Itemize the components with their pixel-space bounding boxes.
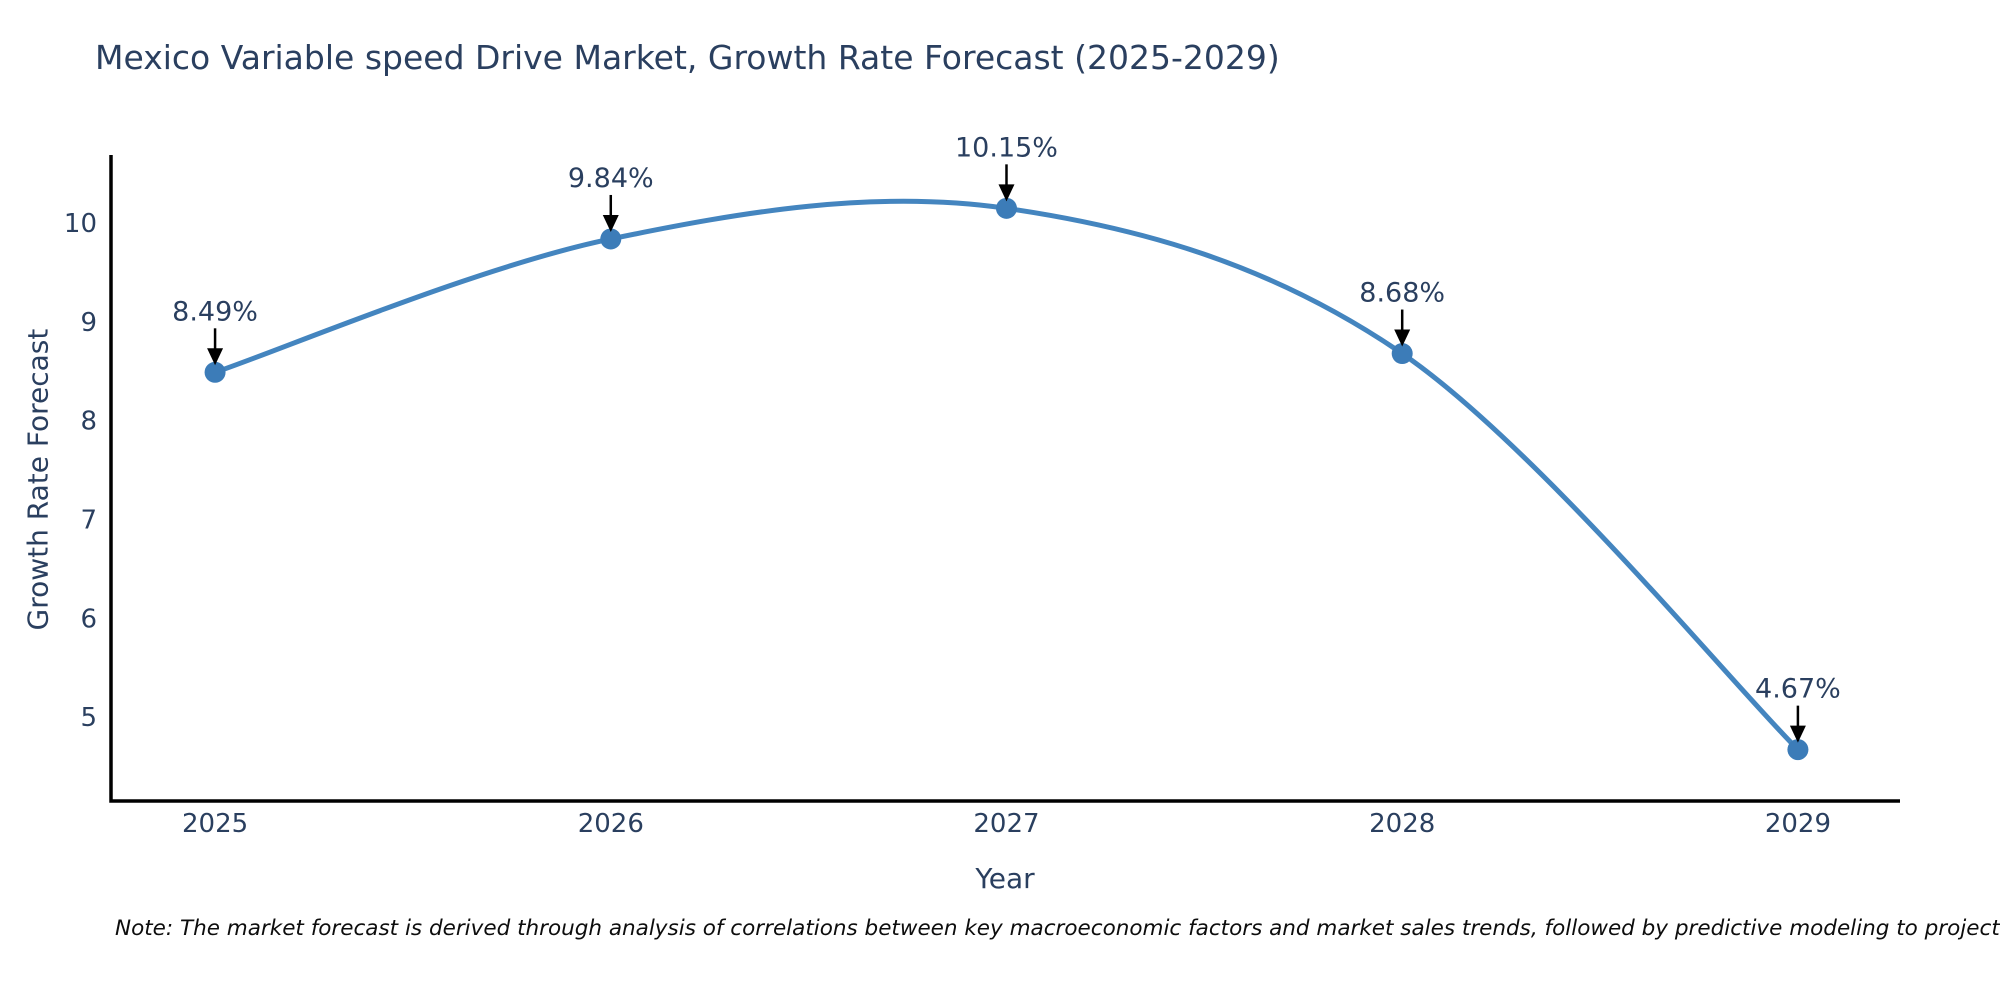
y-tick-label: 10 xyxy=(64,209,97,239)
data-point-label: 4.67% xyxy=(1755,674,1841,705)
y-tick-label: 5 xyxy=(80,703,97,733)
data-point-marker xyxy=(600,228,622,250)
data-point-label: 10.15% xyxy=(955,132,1058,163)
x-tick-label: 2029 xyxy=(1765,809,1831,839)
x-tick-label: 2028 xyxy=(1369,809,1435,839)
annotation-arrowhead xyxy=(207,348,224,366)
y-tick-label: 6 xyxy=(80,604,97,634)
data-point-label: 8.68% xyxy=(1359,278,1445,309)
data-point-marker xyxy=(1391,343,1413,365)
y-tick-label: 8 xyxy=(80,407,97,437)
y-axis-title: Growth Rate Forecast xyxy=(21,328,55,631)
x-tick-label: 2025 xyxy=(182,809,248,839)
x-tick-label: 2027 xyxy=(973,809,1039,839)
data-point-marker xyxy=(995,197,1017,219)
data-point-label: 8.49% xyxy=(172,296,258,327)
annotation-arrowhead xyxy=(998,184,1015,202)
data-point-marker xyxy=(204,361,226,383)
y-tick-label: 9 xyxy=(80,308,97,338)
y-tick-label: 7 xyxy=(80,505,97,535)
data-point-label: 9.84% xyxy=(568,163,654,194)
axis-spines xyxy=(109,155,1900,803)
x-axis-title: Year xyxy=(975,862,1035,895)
chart-title: Mexico Variable speed Drive Market, Grow… xyxy=(95,38,1280,77)
annotation-arrowhead xyxy=(1789,725,1806,743)
x-tick-label: 2026 xyxy=(578,809,644,839)
footnote: Note: The market forecast is derived thr… xyxy=(115,916,2000,941)
trend-line xyxy=(212,198,1801,753)
annotation-arrowhead xyxy=(602,214,619,232)
data-point-marker xyxy=(1787,739,1809,761)
annotation-arrowhead xyxy=(1394,329,1411,347)
